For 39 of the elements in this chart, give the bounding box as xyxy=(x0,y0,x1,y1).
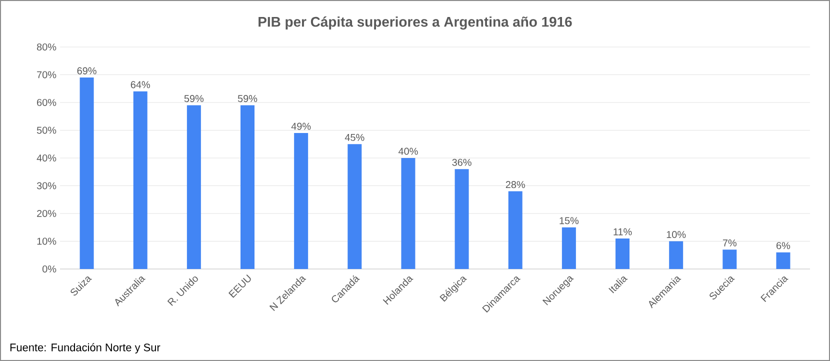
bar xyxy=(776,252,790,269)
bar xyxy=(401,158,416,269)
y-tick-label: 80% xyxy=(36,43,56,51)
y-tick-label: 0% xyxy=(42,265,56,273)
data-label: 59% xyxy=(238,95,258,102)
bar xyxy=(80,78,94,269)
data-label: 40% xyxy=(398,148,418,155)
data-label: 49% xyxy=(291,122,311,130)
data-label: 64% xyxy=(130,81,150,88)
bar xyxy=(186,105,201,269)
data-label: 6% xyxy=(776,242,790,250)
bar xyxy=(294,133,308,269)
y-tick-label: 50% xyxy=(36,126,56,134)
data-label: 10% xyxy=(666,231,686,238)
y-tick-label: 40% xyxy=(36,154,56,162)
bar xyxy=(240,105,255,269)
bar xyxy=(454,169,469,269)
bar xyxy=(508,191,522,269)
data-label: 7% xyxy=(722,239,737,246)
data-label: 36% xyxy=(452,158,472,166)
y-tick-label: 70% xyxy=(37,71,56,78)
data-label: 28% xyxy=(506,181,525,188)
bar xyxy=(562,227,576,269)
bar xyxy=(348,144,362,269)
y-tick-label: 20% xyxy=(37,210,56,218)
bar xyxy=(669,241,684,269)
data-label: 59% xyxy=(184,95,204,102)
bar xyxy=(722,250,737,269)
bar xyxy=(133,91,148,269)
data-label: 69% xyxy=(77,67,96,74)
data-label: 15% xyxy=(560,217,579,224)
data-label: 45% xyxy=(344,134,364,141)
chart-title: PIB per Cápita superiores a Argentina año 1916 xyxy=(258,16,572,30)
y-tick-label: 10% xyxy=(37,238,56,245)
y-tick-label: 60% xyxy=(37,98,56,106)
source-note: Fuente: Fundación Norte y Sur xyxy=(10,343,160,354)
bar xyxy=(616,238,630,269)
y-tick-label: 30% xyxy=(36,182,56,190)
data-label: 11% xyxy=(614,228,632,236)
